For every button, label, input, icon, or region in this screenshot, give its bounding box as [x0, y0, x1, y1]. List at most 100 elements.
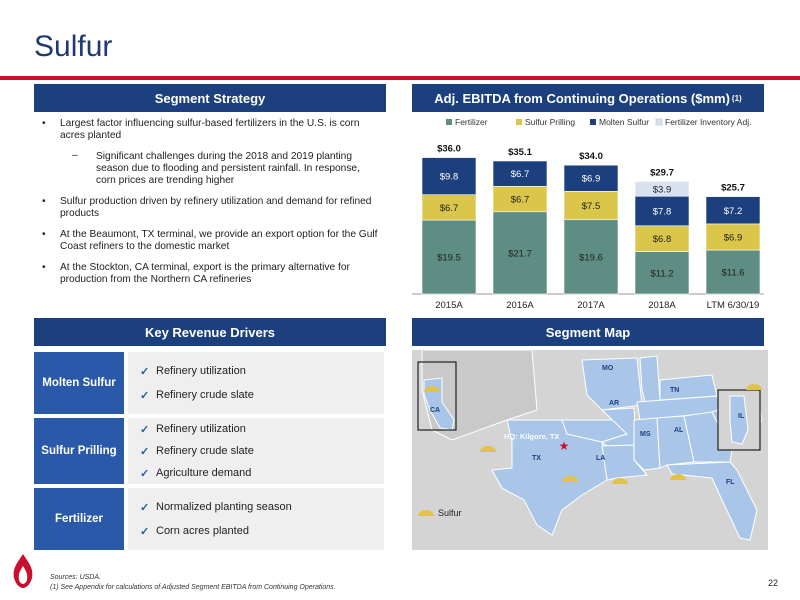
driver-items: ✓ Refinery utilization ✓ Refinery crude sla…: [128, 352, 384, 414]
bar-segment: [492, 211, 548, 295]
bar-value-label: $21.7: [508, 248, 532, 259]
bar-total-label: $25.7: [721, 183, 745, 194]
legend-swatch: [655, 118, 663, 126]
driver-item: ✓ Refinery crude slate: [140, 383, 384, 407]
ebitda-chart-svg: Fertilizer Sulfur Prilling Molten Sulfur Fe…: [412, 117, 764, 311]
x-tick-label: 2016A: [506, 300, 534, 311]
sulfur-marker-la: [612, 478, 628, 484]
checkmark-icon: ✓: [140, 423, 150, 436]
bar-segment: [634, 251, 690, 295]
bar-segment: [421, 194, 477, 221]
bar-value-label: $3.9: [653, 184, 672, 195]
bar-value-label: $11.6: [721, 268, 744, 279]
state-label-tx: TX: [532, 455, 541, 462]
page-number: 22: [767, 578, 778, 588]
bar-value-label: $7.8: [653, 207, 672, 218]
bar-segment: [634, 225, 690, 252]
sulfur-legend-icon: [418, 510, 434, 516]
missouri-state: [581, 357, 643, 411]
checkmark-icon: ✓: [140, 525, 150, 538]
bar-value-label: $6.7: [511, 195, 530, 206]
strategy-bullet: At the Beaumont, TX terminal, we provide…: [36, 229, 381, 253]
sulfur-marker-tx-east: [562, 476, 578, 482]
segment-map-header: Segment Map: [412, 318, 764, 346]
bar-segment: [634, 181, 690, 197]
bar-value-label: $11.2: [650, 268, 673, 279]
sulfur-marker-il: [746, 384, 762, 390]
driver-item-text: Corn acres planted: [156, 525, 249, 537]
legend-swatch: [590, 119, 596, 125]
driver-item-text: Refinery crude slate: [156, 445, 254, 457]
state-label-la: LA: [596, 455, 605, 462]
bar-value-label: $6.7: [440, 203, 459, 214]
sulfur-marker-ca: [424, 386, 440, 392]
mississippi-state: [633, 417, 661, 471]
bar-value-label: $19.6: [579, 252, 603, 263]
bar-segment: [563, 191, 619, 221]
footer-notes: Sources: USDA. (1) See Appendix for calc…: [50, 573, 336, 592]
driver-item: ✓ Refinery utilization: [140, 359, 384, 383]
segment-map: ★ CA MO AR TN IL MS AL TX LA FL HQ: Kilg…: [412, 349, 768, 550]
bar-segment: [421, 219, 477, 295]
driver-row: Fertilizer ✓ Normalized planting season ✓ Co…: [34, 488, 384, 550]
legend-label: Fertilizer: [455, 117, 488, 127]
checkmark-icon: ✓: [140, 501, 150, 514]
bar-value-label: $6.7: [511, 169, 530, 180]
bar-segment: [705, 196, 761, 225]
driver-item: ✓ Normalized planting season: [140, 495, 384, 519]
bar-segment: [492, 160, 548, 187]
florida-state: [666, 461, 758, 541]
driver-label: Sulfur Prilling: [34, 418, 124, 484]
checkmark-icon: ✓: [140, 365, 150, 378]
driver-label: Molten Sulfur: [34, 352, 124, 414]
driver-item-text: Agriculture demand: [156, 467, 252, 479]
strategy-bullets: Largest factor influencing sulfur-based …: [36, 118, 381, 295]
bar-segment: [634, 195, 690, 227]
state-label-fl: FL: [726, 479, 735, 486]
ebitda-chart: Fertilizer Sulfur Prilling Molten Sulfur Fe…: [412, 114, 764, 318]
bar-value-label: $19.5: [437, 253, 461, 264]
driver-item: ✓ Refinery crude slate: [140, 440, 384, 462]
state-label-tn: TN: [670, 387, 679, 394]
driver-item: ✓ Agriculture demand: [140, 462, 384, 484]
x-tick-label: 2015A: [435, 300, 463, 311]
bar-segment: [421, 157, 477, 196]
sulfur-marker-al: [670, 474, 686, 480]
bar-total-label: $29.7: [650, 167, 674, 178]
x-tick-label: LTM 6/30/19: [707, 300, 760, 311]
kentucky-state: [659, 374, 718, 401]
x-tick-label: 2017A: [577, 300, 605, 311]
bar-total-label: $35.1: [508, 147, 532, 158]
segment-strategy-header: Segment Strategy: [34, 84, 386, 112]
key-revenue-drivers-header: Key Revenue Drivers: [34, 318, 386, 346]
driver-item: ✓ Refinery utilization: [140, 418, 384, 440]
x-tick-label: 2018A: [648, 300, 676, 311]
bar-total-label: $36.0: [437, 144, 461, 155]
hq-star-icon: ★: [559, 439, 570, 453]
alabama-state: [656, 415, 695, 469]
bar-value-label: $7.5: [582, 201, 601, 212]
strategy-bullet: At the Stockton, CA terminal, export is …: [36, 262, 381, 286]
driver-item-text: Normalized planting season: [156, 501, 292, 513]
driver-items: ✓ Normalized planting season ✓ Corn acres p…: [128, 488, 384, 550]
us-map-svg: ★ CA MO AR TN IL MS AL TX LA FL HQ: Kilg…: [412, 349, 768, 550]
driver-items: ✓ Refinery utilization ✓ Refinery crude sla…: [128, 418, 384, 484]
strategy-bullet: Sulfur production driven by refinery uti…: [36, 196, 381, 220]
ebitda-header-text: Adj. EBITDA from Continuing Operations (…: [434, 90, 730, 106]
checkmark-icon: ✓: [140, 445, 150, 458]
map-legend-label: Sulfur: [438, 508, 462, 518]
title-divider: [0, 76, 800, 80]
driver-item-text: Refinery utilization: [156, 365, 246, 377]
strategy-bullet: Largest factor influencing sulfur-based …: [36, 118, 381, 142]
hq-label: HQ: Kilgore, TX: [504, 432, 559, 441]
state-label-il: IL: [738, 413, 745, 420]
strategy-sub-bullet: Significant challenges during the 2018 a…: [36, 150, 381, 187]
footer-source: Sources: USDA.: [50, 574, 101, 581]
state-label-ms: MS: [640, 431, 651, 438]
sulfur-marker-tx-west: [480, 446, 496, 452]
state-label-ar: AR: [609, 400, 619, 407]
map-legend: Sulfur: [418, 508, 462, 518]
driver-item-text: Refinery crude slate: [156, 389, 254, 401]
state-label-al: AL: [674, 427, 684, 434]
bar-segment: [563, 219, 619, 295]
